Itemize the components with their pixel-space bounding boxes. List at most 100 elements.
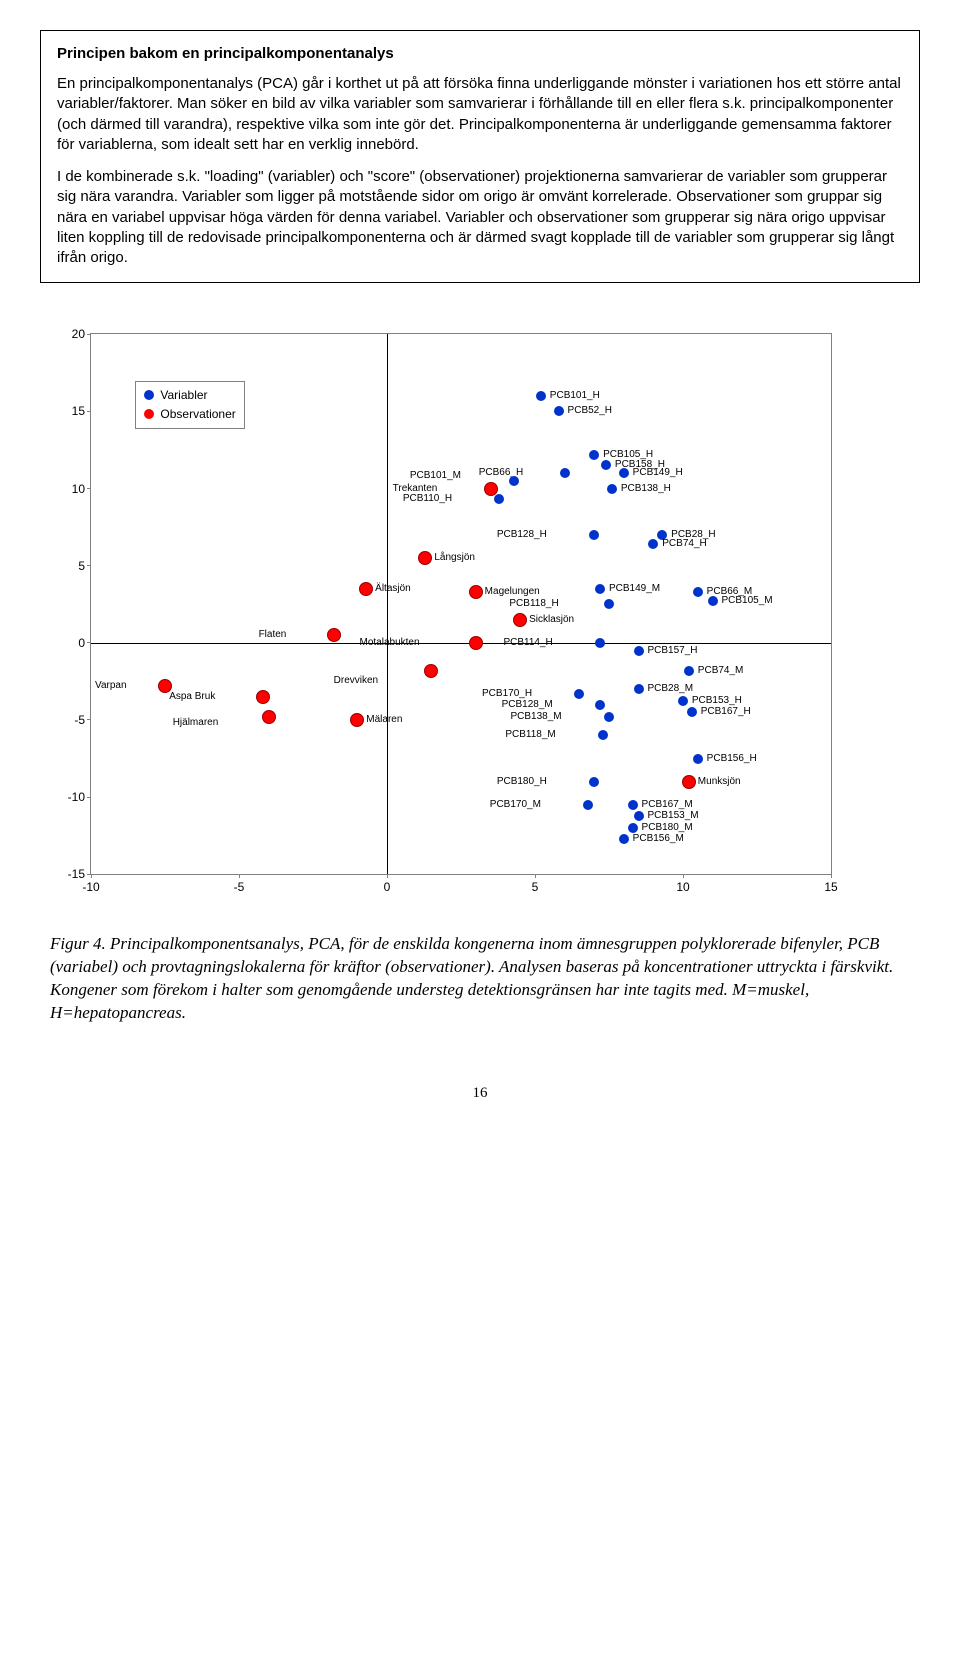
data-point-label: PCB128_M (502, 699, 553, 710)
data-point-label: Varpan (95, 680, 127, 691)
data-point-label: PCB114_H (503, 637, 552, 648)
data-point (684, 666, 694, 676)
figure-number: Figur 4. (50, 934, 106, 953)
y-tick-label: 20 (72, 327, 91, 341)
y-tick-label: 15 (72, 404, 91, 418)
legend-label: Observationer (160, 405, 235, 424)
legend-dot (144, 409, 154, 419)
data-point (634, 646, 644, 656)
data-point (509, 476, 519, 486)
data-point (536, 391, 546, 401)
data-point (598, 730, 608, 740)
data-point-label: PCB105_H (603, 449, 653, 460)
chart-legend: VariablerObservationer (135, 381, 244, 429)
x-tick-label: -10 (82, 874, 99, 894)
data-point-label: Hjälmaren (173, 717, 219, 728)
y-tick-label: 0 (78, 636, 91, 650)
y-tick-label: 10 (72, 482, 91, 496)
data-point (595, 700, 605, 710)
data-point (693, 754, 703, 764)
data-point-label: PCB105_M (721, 595, 772, 606)
data-point (682, 775, 696, 789)
data-point-label: Långsjön (434, 552, 475, 563)
data-point-label: PCB128_H (497, 529, 547, 540)
data-point (262, 710, 276, 724)
legend-row: Observationer (144, 405, 235, 424)
data-point (604, 712, 614, 722)
figure-caption-text: Principalkomponentsanalys, PCA, för de e… (50, 934, 893, 1022)
data-point (574, 689, 584, 699)
data-point-label: PCB110_H (403, 493, 452, 504)
x-tick-label: 10 (676, 874, 689, 894)
data-point (687, 707, 697, 717)
data-point-label: PCB167_H (701, 706, 751, 717)
data-point (589, 450, 599, 460)
data-point-label: PCB118_M (505, 729, 555, 740)
data-point-label: Sicklasjön (529, 614, 574, 625)
data-point (634, 811, 644, 821)
data-point-label: Magelungen (485, 586, 540, 597)
data-point-label: Ältasjön (375, 583, 411, 594)
data-point (418, 551, 432, 565)
data-point-label: PCB156_H (707, 753, 757, 764)
data-point-label: PCB153_M (647, 810, 698, 821)
data-point (513, 613, 527, 627)
data-point-label: PCB170_M (490, 799, 541, 810)
data-point-label: PCB138_M (511, 711, 562, 722)
data-point (484, 482, 498, 496)
data-point-label: Motalabukten (360, 637, 420, 648)
x-tick-label: 5 (532, 874, 539, 894)
page-number: 16 (40, 1085, 920, 1102)
y-tick-label: -5 (74, 713, 91, 727)
data-point (678, 696, 688, 706)
data-point-label: PCB74_H (662, 538, 706, 549)
data-point (560, 468, 570, 478)
pca-scatter-chart: -15-10-505101520-10-5051015VariablerObse… (50, 323, 850, 903)
data-point (469, 636, 483, 650)
data-point (424, 664, 438, 678)
data-point (595, 584, 605, 594)
x-tick-label: -5 (234, 874, 245, 894)
data-point-label: PCB153_H (692, 695, 742, 706)
data-point (708, 596, 718, 606)
data-point-label: PCB180_M (642, 822, 693, 833)
data-point-label: PCB28_M (647, 683, 693, 694)
y-tick-label: -10 (68, 790, 91, 804)
data-point-label: Drevviken (334, 675, 378, 686)
data-point (619, 468, 629, 478)
data-point (494, 494, 504, 504)
data-point-label: PCB180_H (497, 776, 547, 787)
data-point-label: PCB118_H (509, 598, 558, 609)
info-box-p2: I de kombinerade s.k. "loading" (variabl… (57, 167, 903, 268)
y-tick-label: 5 (78, 559, 91, 573)
legend-label: Variabler (160, 386, 207, 405)
data-point (601, 460, 611, 470)
data-point-label: PCB157_H (647, 645, 697, 656)
data-point-label: PCB149_H (633, 467, 683, 478)
data-point-label: PCB167_M (642, 799, 693, 810)
data-point-label: PCB101_M (410, 470, 461, 481)
figure-caption: Figur 4. Principalkomponentsanalys, PCA,… (50, 933, 900, 1025)
x-tick-label: 15 (824, 874, 837, 894)
legend-dot (144, 390, 154, 400)
data-point-label: Mälaren (366, 714, 402, 725)
data-point (589, 777, 599, 787)
data-point-label: PCB149_M (609, 583, 660, 594)
data-point-label: PCB138_H (621, 483, 671, 494)
info-box: Principen bakom en principalkomponentana… (40, 30, 920, 283)
data-point (359, 582, 373, 596)
x-tick-label: 0 (384, 874, 391, 894)
data-point-label: PCB156_M (633, 833, 684, 844)
data-point (554, 406, 564, 416)
data-point (693, 587, 703, 597)
data-point (607, 484, 617, 494)
data-point-label: Trekanten (393, 483, 438, 494)
data-point-label: Aspa Bruk (169, 691, 215, 702)
data-point-label: PCB101_H (550, 390, 600, 401)
chart-plot-area: -15-10-505101520-10-5051015VariablerObse… (90, 333, 832, 875)
data-point (595, 638, 605, 648)
data-point (327, 628, 341, 642)
data-point (583, 800, 593, 810)
data-point-label: PCB74_M (698, 665, 744, 676)
info-box-title: Principen bakom en principalkomponentana… (57, 45, 903, 62)
